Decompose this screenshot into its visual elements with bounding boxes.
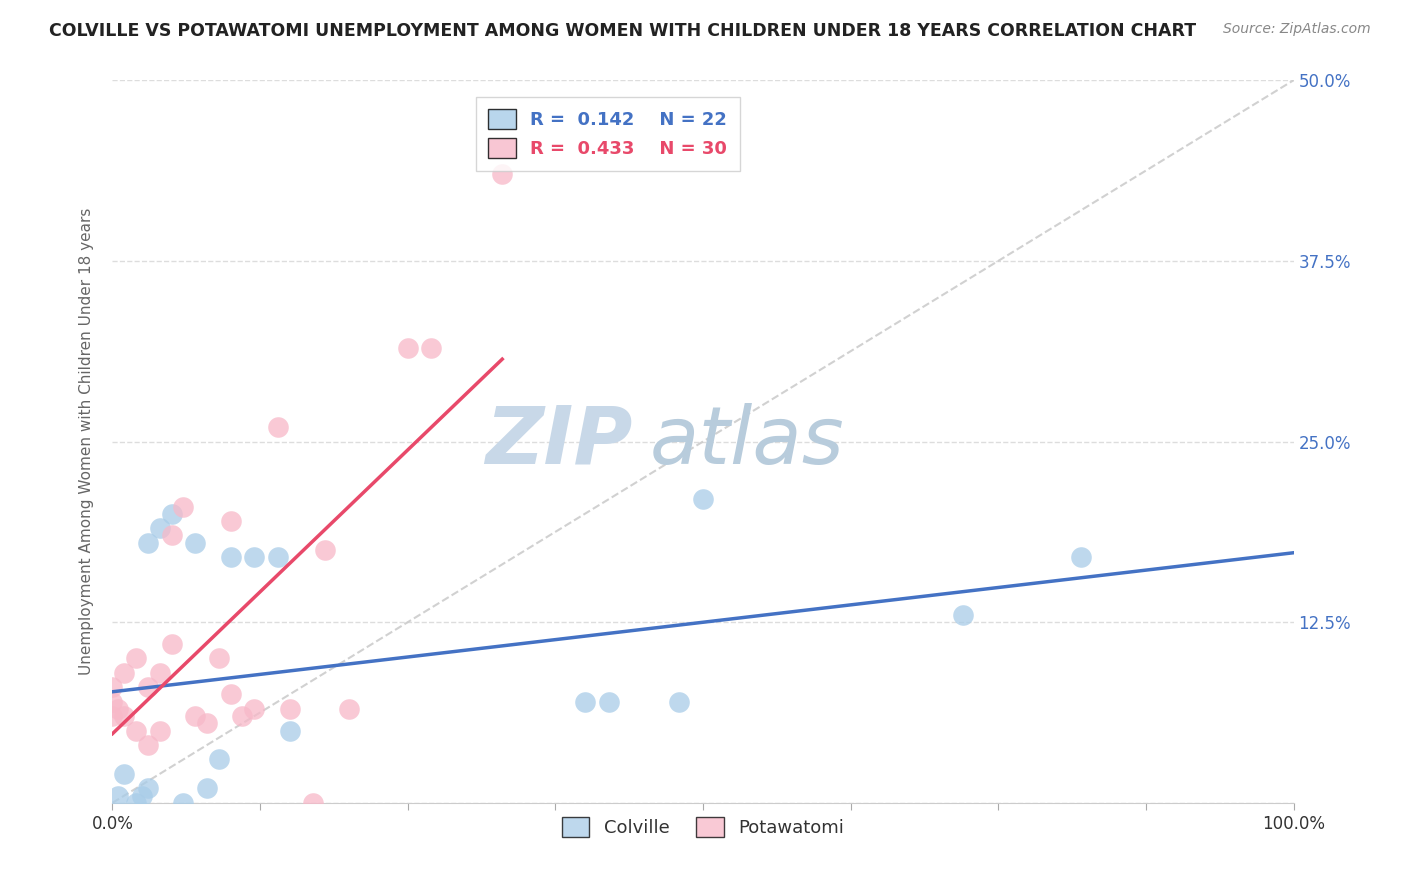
Point [952,607,974,622]
Point [574,695,596,709]
Point [107,702,129,716]
Point [136,781,159,796]
Point [160,528,183,542]
Point [302,796,325,810]
Point [314,542,336,557]
Point [337,702,360,716]
Point [149,723,172,738]
Text: COLVILLE VS POTAWATOMI UNEMPLOYMENT AMONG WOMEN WITH CHILDREN UNDER 18 YEARS COR: COLVILLE VS POTAWATOMI UNEMPLOYMENT AMON… [49,22,1197,40]
Point [101,695,124,709]
Point [420,341,443,355]
Point [208,752,231,766]
Point [243,702,266,716]
Point [692,492,714,507]
Point [243,550,266,565]
Point [668,695,690,709]
Point [136,535,159,549]
Text: ZIP: ZIP [485,402,633,481]
Point [160,507,183,521]
Point [125,723,148,738]
Point [112,767,135,781]
Point [219,687,242,701]
Point [184,709,207,723]
Point [195,781,218,796]
Text: atlas: atlas [650,402,845,481]
Point [125,796,148,810]
Point [172,796,194,810]
Point [101,709,124,723]
Legend: Colville, Potawatomi: Colville, Potawatomi [555,810,851,845]
Point [195,716,218,731]
Point [107,789,129,803]
Point [598,695,620,709]
Point [125,651,148,665]
Point [136,738,159,752]
Point [172,500,194,514]
Point [131,789,153,803]
Point [231,709,253,723]
Point [491,167,513,181]
Point [1070,550,1092,565]
Point [184,535,207,549]
Point [278,702,301,716]
Point [136,680,159,694]
Text: Source: ZipAtlas.com: Source: ZipAtlas.com [1223,22,1371,37]
Point [208,651,231,665]
Point [267,420,290,434]
Point [112,709,135,723]
Point [219,514,242,528]
Point [278,723,301,738]
Point [219,550,242,565]
Point [101,680,124,694]
Y-axis label: Unemployment Among Women with Children Under 18 years: Unemployment Among Women with Children U… [79,208,94,675]
Point [160,637,183,651]
Point [267,550,290,565]
Point [149,521,172,535]
Point [149,665,172,680]
Point [396,341,419,355]
Point [112,665,135,680]
